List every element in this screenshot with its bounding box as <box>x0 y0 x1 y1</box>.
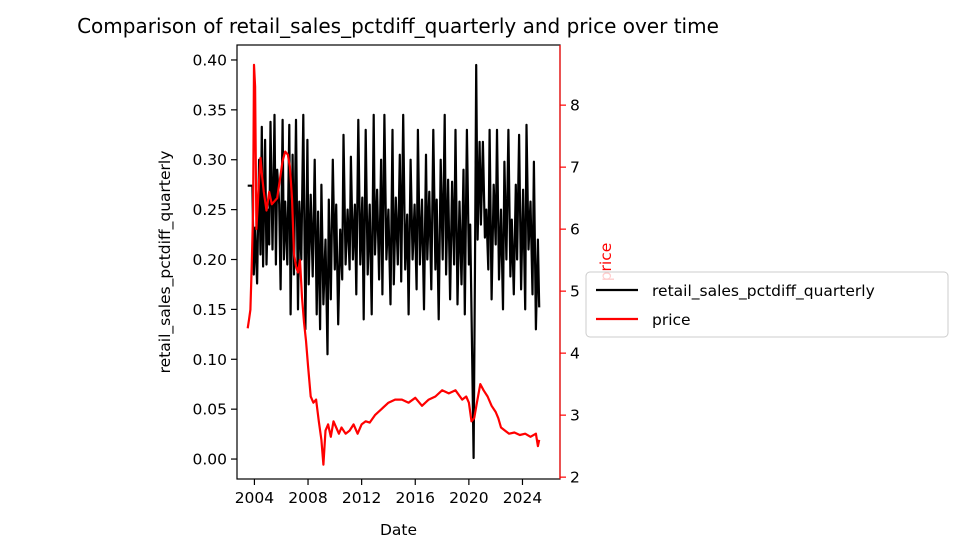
x-tick-label: 2008 <box>288 489 327 507</box>
chart-title: Comparison of retail_sales_pctdiff_quart… <box>77 14 719 38</box>
y-left-tick-label: 0.30 <box>192 151 227 169</box>
legend-label-price: price <box>652 311 691 329</box>
x-tick-label: 2004 <box>235 489 274 507</box>
y-right-tick-label: 7 <box>570 159 580 177</box>
y-left-tick-label: 0.00 <box>192 451 227 469</box>
y-right-tick-label: 8 <box>570 97 580 115</box>
y-left-tick-label: 0.40 <box>192 51 227 69</box>
series-line-price <box>246 63 541 466</box>
y-right-tick-label: 3 <box>570 407 580 425</box>
y-axis-left: 0.00 0.05 0.10 0.15 0.20 0.25 0.30 0.35 0.40 <box>192 51 237 469</box>
x-tick-label: 2012 <box>342 489 381 507</box>
y-right-tick-label: 4 <box>570 345 580 363</box>
y-axis-left-label: retail_sales_pctdiff_quarterly <box>156 151 175 374</box>
legend-label-retail: retail_sales_pctdiff_quarterly <box>652 282 875 301</box>
y-left-tick-label: 0.35 <box>192 101 227 119</box>
y-left-tick-label: 0.25 <box>192 201 227 219</box>
y-axis-right: 2 3 4 5 6 7 8 <box>560 97 580 487</box>
y-right-tick-label: 2 <box>570 469 580 487</box>
series-line-retail <box>247 63 541 460</box>
y-right-tick-label: 5 <box>570 283 580 301</box>
x-axis-label: Date <box>380 521 417 539</box>
series-layer <box>246 63 541 466</box>
legend-box <box>585 271 949 338</box>
x-axis: 2004 2008 2012 2016 2020 2024 <box>235 479 542 507</box>
y-right-tick-label: 6 <box>570 221 580 239</box>
y-left-tick-label: 0.15 <box>192 301 227 319</box>
x-tick-label: 2024 <box>503 489 542 507</box>
x-tick-label: 2020 <box>449 489 488 507</box>
legend: retail_sales_pctdiff_quarterly price <box>585 271 949 338</box>
y-left-tick-label: 0.10 <box>192 351 227 369</box>
y-left-tick-label: 0.20 <box>192 251 227 269</box>
y-left-tick-label: 0.05 <box>192 401 227 419</box>
x-tick-label: 2016 <box>396 489 435 507</box>
